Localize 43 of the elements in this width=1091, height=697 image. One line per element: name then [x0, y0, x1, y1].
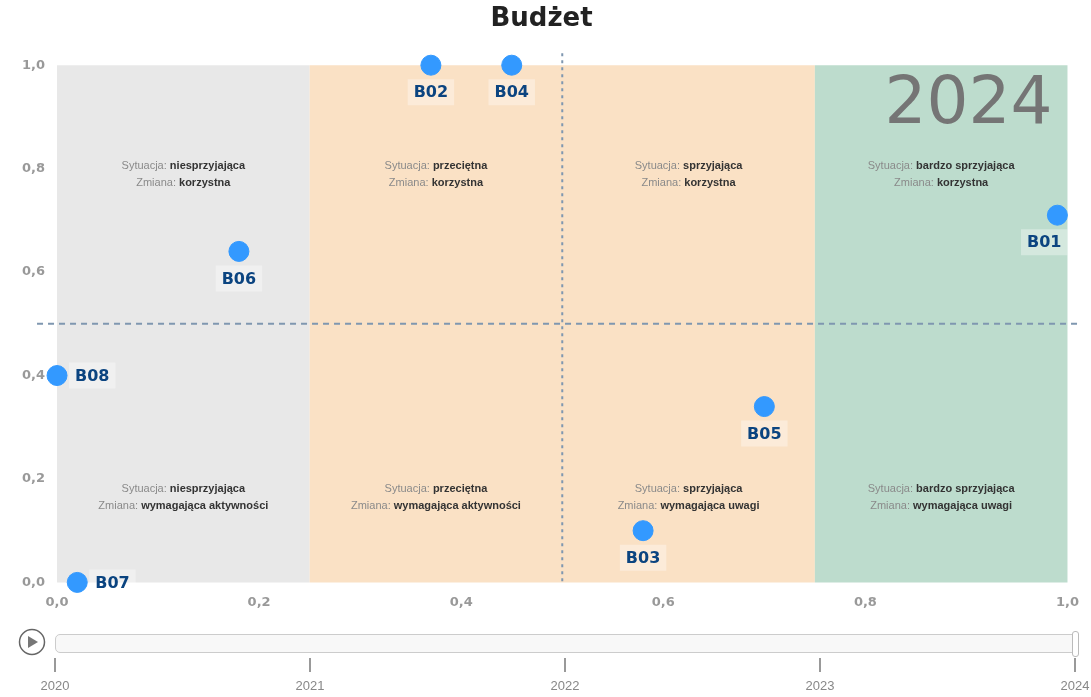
x-tick-label: 0,2	[247, 593, 271, 609]
x-tick-label: 0,6	[651, 593, 675, 609]
annotation: Sytuacja: bardzo sprzyjająca Zmiana: korzystna	[867, 158, 1015, 188]
y-tick-label: 0,6	[22, 263, 46, 279]
x-tick-label: 0,8	[853, 593, 877, 609]
point	[501, 54, 523, 76]
point	[632, 520, 654, 542]
annotation: Sytuacja: sprzyjająca Zmiana: korzystna	[634, 158, 743, 188]
series-label: B03	[625, 547, 661, 567]
text: 2024	[1060, 678, 1090, 693]
point	[753, 396, 775, 418]
text: 2023	[805, 678, 835, 693]
point	[1046, 204, 1068, 226]
annotation: Sytuacja: niesprzyjająca Zmiana: korzystna	[121, 158, 246, 188]
series-label: B05	[747, 423, 782, 443]
text: 2020	[40, 678, 70, 693]
series-label: B06	[221, 268, 257, 288]
y-tick-label: 0,4	[22, 366, 46, 382]
x-tick-label: 1,0	[1055, 593, 1079, 609]
text: 2021	[295, 678, 325, 693]
series-label: B08	[75, 365, 110, 385]
text: 2022	[550, 678, 580, 693]
series-label: B02	[413, 82, 449, 102]
y-tick-label: 0,0	[22, 573, 46, 589]
y-tick-label: 1,0	[22, 56, 46, 72]
point	[420, 54, 442, 76]
point	[66, 571, 88, 593]
y-tick-label: 0,8	[22, 160, 46, 176]
annotation: 2024	[884, 62, 1053, 140]
point	[46, 365, 68, 387]
y-tick-label: 0,2	[22, 470, 46, 486]
chart-title: Budżet	[490, 2, 593, 33]
text: Sytuacja: niesprzyjająca Zmiana: wymagająca aktywności	[98, 481, 269, 511]
text: Sytuacja: przeciętna Zmiana: wymagająca aktywności	[350, 481, 521, 511]
series-label: B01	[1027, 232, 1062, 252]
series-label: B04	[494, 82, 529, 102]
x-tick-label: 0,0	[45, 593, 69, 609]
x-tick-label: 0,4	[449, 593, 473, 609]
annotation: Sytuacja: przeciętna Zmiana: korzystna	[384, 158, 488, 188]
annotation: Sytuacja: bardzo sprzyjająca Zmiana: wymagająca uwagi	[867, 481, 1015, 511]
series-label: B07	[95, 572, 130, 592]
text: Sytuacja: sprzyjająca Zmiana: wymagająca uwagi	[617, 481, 760, 511]
point	[228, 240, 250, 262]
